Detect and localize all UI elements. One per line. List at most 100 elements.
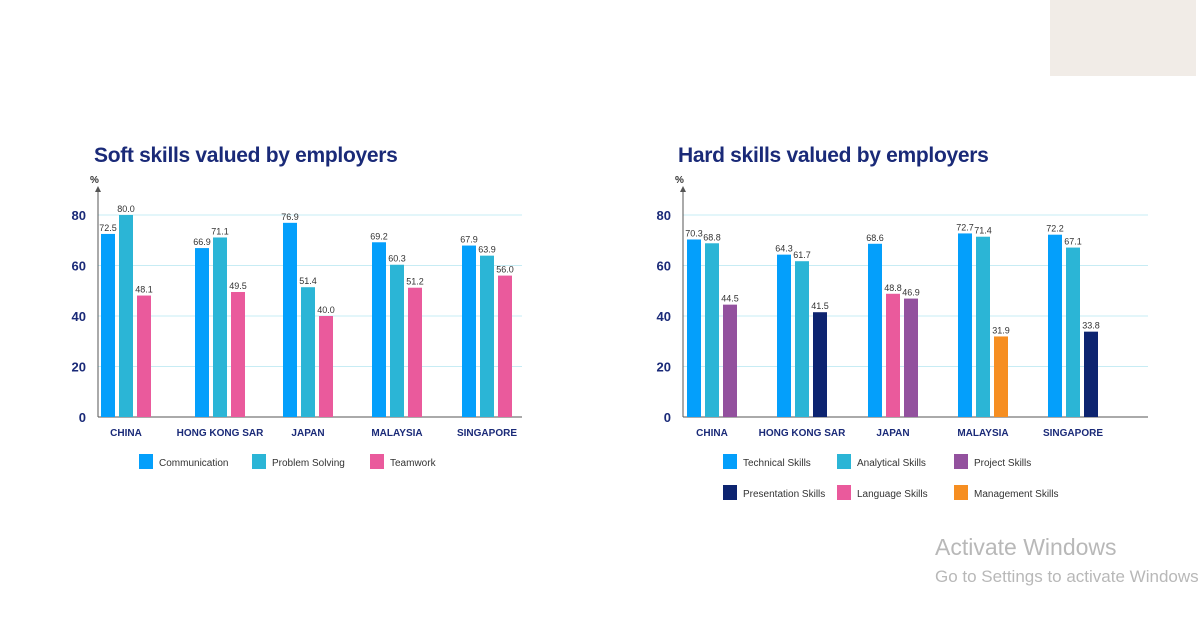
y-tick-label: 40 <box>72 309 86 324</box>
data-label: 72.2 <box>1046 224 1064 234</box>
x-tick-label: CHINA <box>696 428 728 439</box>
bar-problem-solving <box>301 287 315 417</box>
bar-teamwork <box>319 316 333 417</box>
data-label: 60.3 <box>388 254 406 264</box>
bar-teamwork <box>498 275 512 417</box>
x-tick-label: MALAYSIA <box>957 428 1008 439</box>
bar-analytical-skills <box>705 243 719 417</box>
y-axis-arrow <box>680 186 686 192</box>
legend-swatch <box>139 454 153 469</box>
x-tick-label: JAPAN <box>876 428 909 439</box>
data-label: 80.0 <box>117 204 135 214</box>
bar-presentation-skills <box>813 312 827 417</box>
data-label: 51.2 <box>406 277 424 287</box>
data-label: 48.1 <box>135 285 153 295</box>
bar-problem-solving <box>213 237 227 417</box>
legend-label: Analytical Skills <box>857 458 926 469</box>
bar-analytical-skills <box>976 236 990 417</box>
legend-swatch <box>837 485 851 500</box>
data-label: 33.8 <box>1082 321 1100 331</box>
x-tick-label: MALAYSIA <box>371 428 422 439</box>
bar-technical-skills <box>868 243 882 417</box>
bar-analytical-skills <box>795 261 809 417</box>
data-label: 41.5 <box>811 301 829 311</box>
x-tick-label: SINGAPORE <box>1043 428 1103 439</box>
data-label: 76.9 <box>281 212 299 222</box>
data-label: 67.9 <box>460 235 478 245</box>
y-tick-label: 80 <box>72 208 86 223</box>
legend-swatch <box>954 454 968 469</box>
data-label: 51.4 <box>299 276 317 286</box>
data-label: 44.5 <box>721 294 739 304</box>
y-axis-unit-label: % <box>90 175 99 186</box>
x-tick-label: HONG KONG SAR <box>177 428 264 439</box>
bar-project-skills <box>904 298 918 417</box>
activate-windows-title: Activate Windows <box>935 534 1117 560</box>
bar-project-skills <box>723 304 737 417</box>
bar-teamwork <box>408 287 422 417</box>
y-tick-label: 20 <box>657 360 671 375</box>
bar-communication <box>283 222 297 417</box>
legend-label: Language Skills <box>857 489 928 500</box>
legend-label: Teamwork <box>390 458 437 469</box>
data-label: 31.9 <box>992 325 1010 335</box>
x-tick-label: SINGAPORE <box>457 428 517 439</box>
bar-technical-skills <box>687 239 701 417</box>
data-label: 72.5 <box>99 223 117 233</box>
legend-label: Communication <box>159 458 228 469</box>
data-label: 61.7 <box>793 250 811 260</box>
data-label: 56.0 <box>496 265 514 275</box>
data-label: 68.8 <box>703 232 721 242</box>
bar-communication <box>462 245 476 417</box>
legend-label: Project Skills <box>974 458 1031 469</box>
bar-technical-skills <box>1048 234 1062 417</box>
data-label: 48.8 <box>884 283 902 293</box>
activate-windows-subtitle: Go to Settings to activate Windows. <box>935 567 1200 586</box>
bar-communication <box>101 233 115 417</box>
legend-swatch <box>723 454 737 469</box>
data-label: 46.9 <box>902 288 920 298</box>
data-label: 66.9 <box>193 237 211 247</box>
data-label: 49.5 <box>229 281 247 291</box>
bar-analytical-skills <box>1066 247 1080 417</box>
legend-label: Technical Skills <box>743 458 811 469</box>
data-label: 40.0 <box>317 305 335 315</box>
legend-swatch <box>252 454 266 469</box>
x-tick-label: JAPAN <box>291 428 324 439</box>
y-tick-label: 0 <box>79 410 86 425</box>
legend-swatch <box>723 485 737 500</box>
soft-skills-chart-title: Soft skills valued by employers <box>94 144 398 167</box>
y-axis-arrow <box>95 186 101 192</box>
hard-skills-chart-title: Hard skills valued by employers <box>678 144 989 167</box>
legend-label: Problem Solving <box>272 458 345 469</box>
legend-label: Presentation Skills <box>743 489 825 500</box>
data-label: 67.1 <box>1064 237 1082 247</box>
bar-communication <box>195 248 209 417</box>
corner-panel <box>1050 0 1196 76</box>
y-tick-label: 60 <box>657 259 671 274</box>
data-label: 69.2 <box>370 231 388 241</box>
bar-problem-solving <box>390 264 404 417</box>
bar-problem-solving <box>119 215 133 417</box>
bar-teamwork <box>137 295 151 417</box>
bar-teamwork <box>231 292 245 417</box>
data-label: 71.4 <box>974 226 992 236</box>
data-label: 71.1 <box>211 226 229 236</box>
bar-communication <box>372 242 386 417</box>
bar-problem-solving <box>480 255 494 417</box>
bar-presentation-skills <box>1084 331 1098 417</box>
y-tick-label: 20 <box>72 360 86 375</box>
data-label: 70.3 <box>685 228 703 238</box>
bar-language-skills <box>886 293 900 417</box>
y-tick-label: 40 <box>657 309 671 324</box>
legend-swatch <box>837 454 851 469</box>
bar-technical-skills <box>958 233 972 417</box>
y-tick-label: 0 <box>664 410 671 425</box>
x-tick-label: HONG KONG SAR <box>759 428 846 439</box>
legend-swatch <box>954 485 968 500</box>
y-tick-label: 80 <box>657 208 671 223</box>
data-label: 63.9 <box>478 245 496 255</box>
bar-management-skills <box>994 336 1008 417</box>
bar-technical-skills <box>777 254 791 417</box>
